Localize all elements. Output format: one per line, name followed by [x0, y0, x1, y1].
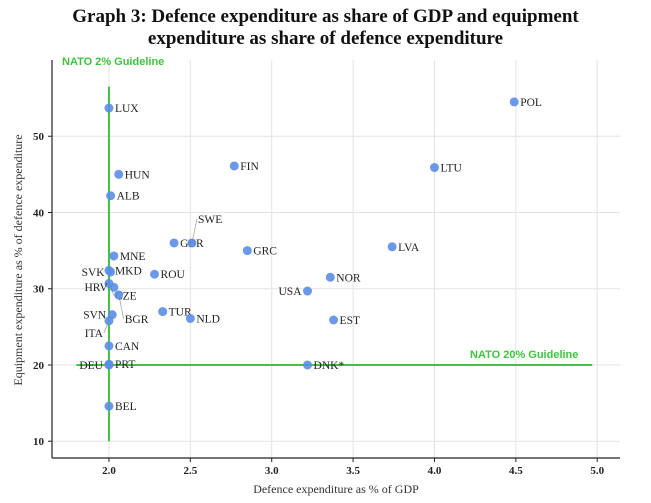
x-tick-label: 5.0 [590, 465, 604, 477]
chart-title-line-2: expenditure as share of defence expendit… [147, 28, 504, 49]
nato-20pct-guideline-label: NATO 20% Guideline [470, 349, 578, 361]
data-point-label: ITA [85, 328, 104, 340]
data-point-label: TUR [169, 307, 192, 319]
data-point [104, 316, 114, 326]
data-point [114, 169, 124, 179]
data-point [104, 401, 114, 411]
data-point [158, 307, 168, 317]
data-point-label: SVN [83, 310, 107, 322]
data-point [242, 246, 252, 256]
data-point-label: CAN [115, 341, 140, 353]
data-point-label: ALB [117, 191, 140, 203]
x-axis-label: Defence expenditure as % of GDP [253, 482, 419, 496]
data-point [106, 191, 116, 201]
data-point-label: PRT [115, 359, 135, 371]
data-point [104, 341, 114, 351]
data-point-label: BEL [115, 401, 137, 413]
x-tick-label: 4.5 [509, 465, 523, 477]
y-axis-label: Equipment expenditure as % of defence ex… [11, 134, 25, 385]
data-point-label: NOR [336, 272, 361, 284]
data-point-label: EST [340, 315, 360, 327]
data-point [303, 286, 313, 296]
chart-title: Graph 3: Defence expenditure as share of… [0, 6, 651, 50]
data-point-label: LTU [440, 163, 462, 175]
x-tick-label: 2.0 [102, 465, 116, 477]
data-point-label: LUX [115, 103, 139, 115]
data-point [104, 360, 114, 370]
data-point [106, 267, 116, 277]
grid [52, 60, 620, 458]
data-point-label: DNK* [314, 360, 345, 372]
data-point-label: FIN [240, 161, 259, 173]
data-point-label: GRC [253, 246, 277, 258]
data-point-label: MNE [120, 251, 146, 263]
y-tick-label: 30 [33, 284, 45, 296]
data-point [429, 163, 439, 173]
data-point-label: ROU [161, 269, 186, 281]
x-tick-label: 2.5 [183, 465, 197, 477]
data-point-label: BGR [125, 314, 149, 326]
data-point-label: DEU [79, 360, 103, 372]
data-point [229, 161, 239, 171]
data-point [104, 103, 114, 113]
y-tick-label: 50 [33, 131, 45, 143]
data-point-label: USA [279, 286, 303, 298]
data-point-label: HRV [84, 282, 108, 294]
nato-2pct-guideline-label: NATO 2% Guideline [62, 56, 164, 68]
data-point [325, 272, 335, 282]
data-point-label: LVA [398, 242, 420, 254]
x-tick-label: 4.0 [428, 465, 442, 477]
data-points: POLLUXFINLTUHUNALBGBRSWELVAGRCMNEMKDSVKR… [79, 97, 542, 413]
data-point [109, 251, 119, 261]
guidelines [76, 86, 593, 442]
data-point [109, 282, 119, 292]
data-point [303, 360, 313, 370]
chart-title-line-1: Graph 3: Defence expenditure as share of… [72, 6, 579, 27]
data-point [169, 238, 179, 248]
y-tick-label: 20 [33, 360, 45, 372]
data-point-label: HUN [125, 169, 151, 181]
data-point [329, 315, 339, 325]
y-tick-label: 10 [33, 436, 45, 448]
data-point [387, 242, 397, 252]
axes: 2.0 2.5 3.0 3.5 4.0 4.5 5.0 10 20 30 40 50 [33, 60, 620, 477]
data-point-label: NLD [196, 313, 220, 325]
data-point [187, 238, 197, 248]
data-point [114, 290, 124, 300]
x-tick-label: 3.5 [346, 465, 360, 477]
data-point [185, 313, 195, 323]
data-point-label: SWE [198, 214, 222, 226]
data-point-label: MKD [115, 265, 142, 277]
data-point-label: POL [520, 97, 542, 109]
data-point [150, 269, 160, 279]
data-point-label: SVK [82, 267, 106, 279]
x-tick-label: 3.0 [265, 465, 279, 477]
y-tick-label: 40 [33, 207, 45, 219]
data-point [509, 97, 519, 107]
